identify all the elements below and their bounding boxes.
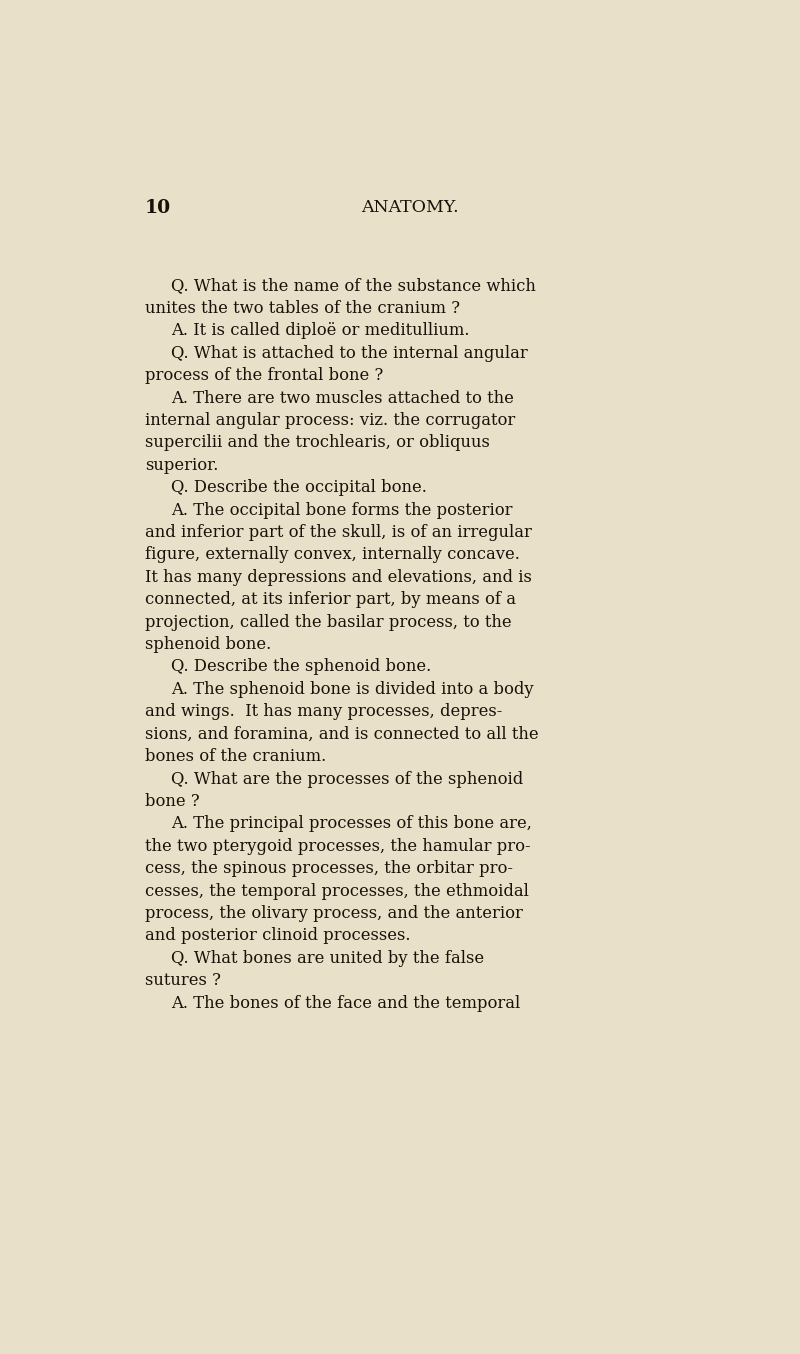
Text: cess, the spinous processes, the orbitar pro-: cess, the spinous processes, the orbitar… (145, 860, 513, 877)
Text: A. The principal processes of this bone are,: A. The principal processes of this bone … (171, 815, 532, 833)
Text: connected, at its inferior part, by means of a: connected, at its inferior part, by mean… (145, 592, 516, 608)
Text: A. There are two muscles attached to the: A. There are two muscles attached to the (171, 390, 514, 406)
Text: projection, called the basilar process, to the: projection, called the basilar process, … (145, 613, 511, 631)
Text: A. It is called diploë or meditullium.: A. It is called diploë or meditullium. (171, 322, 470, 340)
Text: supercilii and the trochlearis, or obliquus: supercilii and the trochlearis, or obliq… (145, 435, 490, 451)
Text: and inferior part of the skull, is of an irregular: and inferior part of the skull, is of an… (145, 524, 531, 542)
Text: A. The occipital bone forms the posterior: A. The occipital bone forms the posterio… (171, 501, 513, 519)
Text: bones of the cranium.: bones of the cranium. (145, 749, 326, 765)
Text: process of the frontal bone ?: process of the frontal bone ? (145, 367, 383, 385)
Text: sutures ?: sutures ? (145, 972, 221, 990)
Text: and wings.  It has many processes, depres-: and wings. It has many processes, depres… (145, 703, 502, 720)
Text: sions, and foramina, and is connected to all the: sions, and foramina, and is connected to… (145, 726, 538, 743)
Text: and posterior clinoid processes.: and posterior clinoid processes. (145, 927, 410, 945)
Text: ANATOMY.: ANATOMY. (361, 199, 459, 217)
Text: A. The bones of the face and the temporal: A. The bones of the face and the tempora… (171, 995, 521, 1011)
Text: Q. What is the name of the substance which: Q. What is the name of the substance whi… (171, 278, 536, 294)
Text: Q. What bones are united by the false: Q. What bones are united by the false (171, 951, 485, 967)
Text: figure, externally convex, internally concave.: figure, externally convex, internally co… (145, 547, 519, 563)
Text: Q. Describe the sphenoid bone.: Q. Describe the sphenoid bone. (171, 658, 431, 676)
Text: Q. What are the processes of the sphenoid: Q. What are the processes of the sphenoi… (171, 770, 523, 788)
Text: sphenoid bone.: sphenoid bone. (145, 636, 271, 653)
Text: Q. What is attached to the internal angular: Q. What is attached to the internal angu… (171, 345, 528, 362)
Text: the two pterygoid processes, the hamular pro-: the two pterygoid processes, the hamular… (145, 838, 530, 854)
Text: cesses, the temporal processes, the ethmoidal: cesses, the temporal processes, the ethm… (145, 883, 529, 899)
Text: bone ?: bone ? (145, 793, 199, 810)
Text: A. The sphenoid bone is divided into a body: A. The sphenoid bone is divided into a b… (171, 681, 534, 697)
Text: process, the olivary process, and the anterior: process, the olivary process, and the an… (145, 904, 522, 922)
Text: internal angular process: viz. the corrugator: internal angular process: viz. the corru… (145, 412, 515, 429)
Text: unites the two tables of the cranium ?: unites the two tables of the cranium ? (145, 299, 460, 317)
Text: Q. Describe the occipital bone.: Q. Describe the occipital bone. (171, 479, 427, 496)
Text: 10: 10 (145, 199, 170, 217)
Text: superior.: superior. (145, 456, 218, 474)
Text: It has many depressions and elevations, and is: It has many depressions and elevations, … (145, 569, 531, 586)
